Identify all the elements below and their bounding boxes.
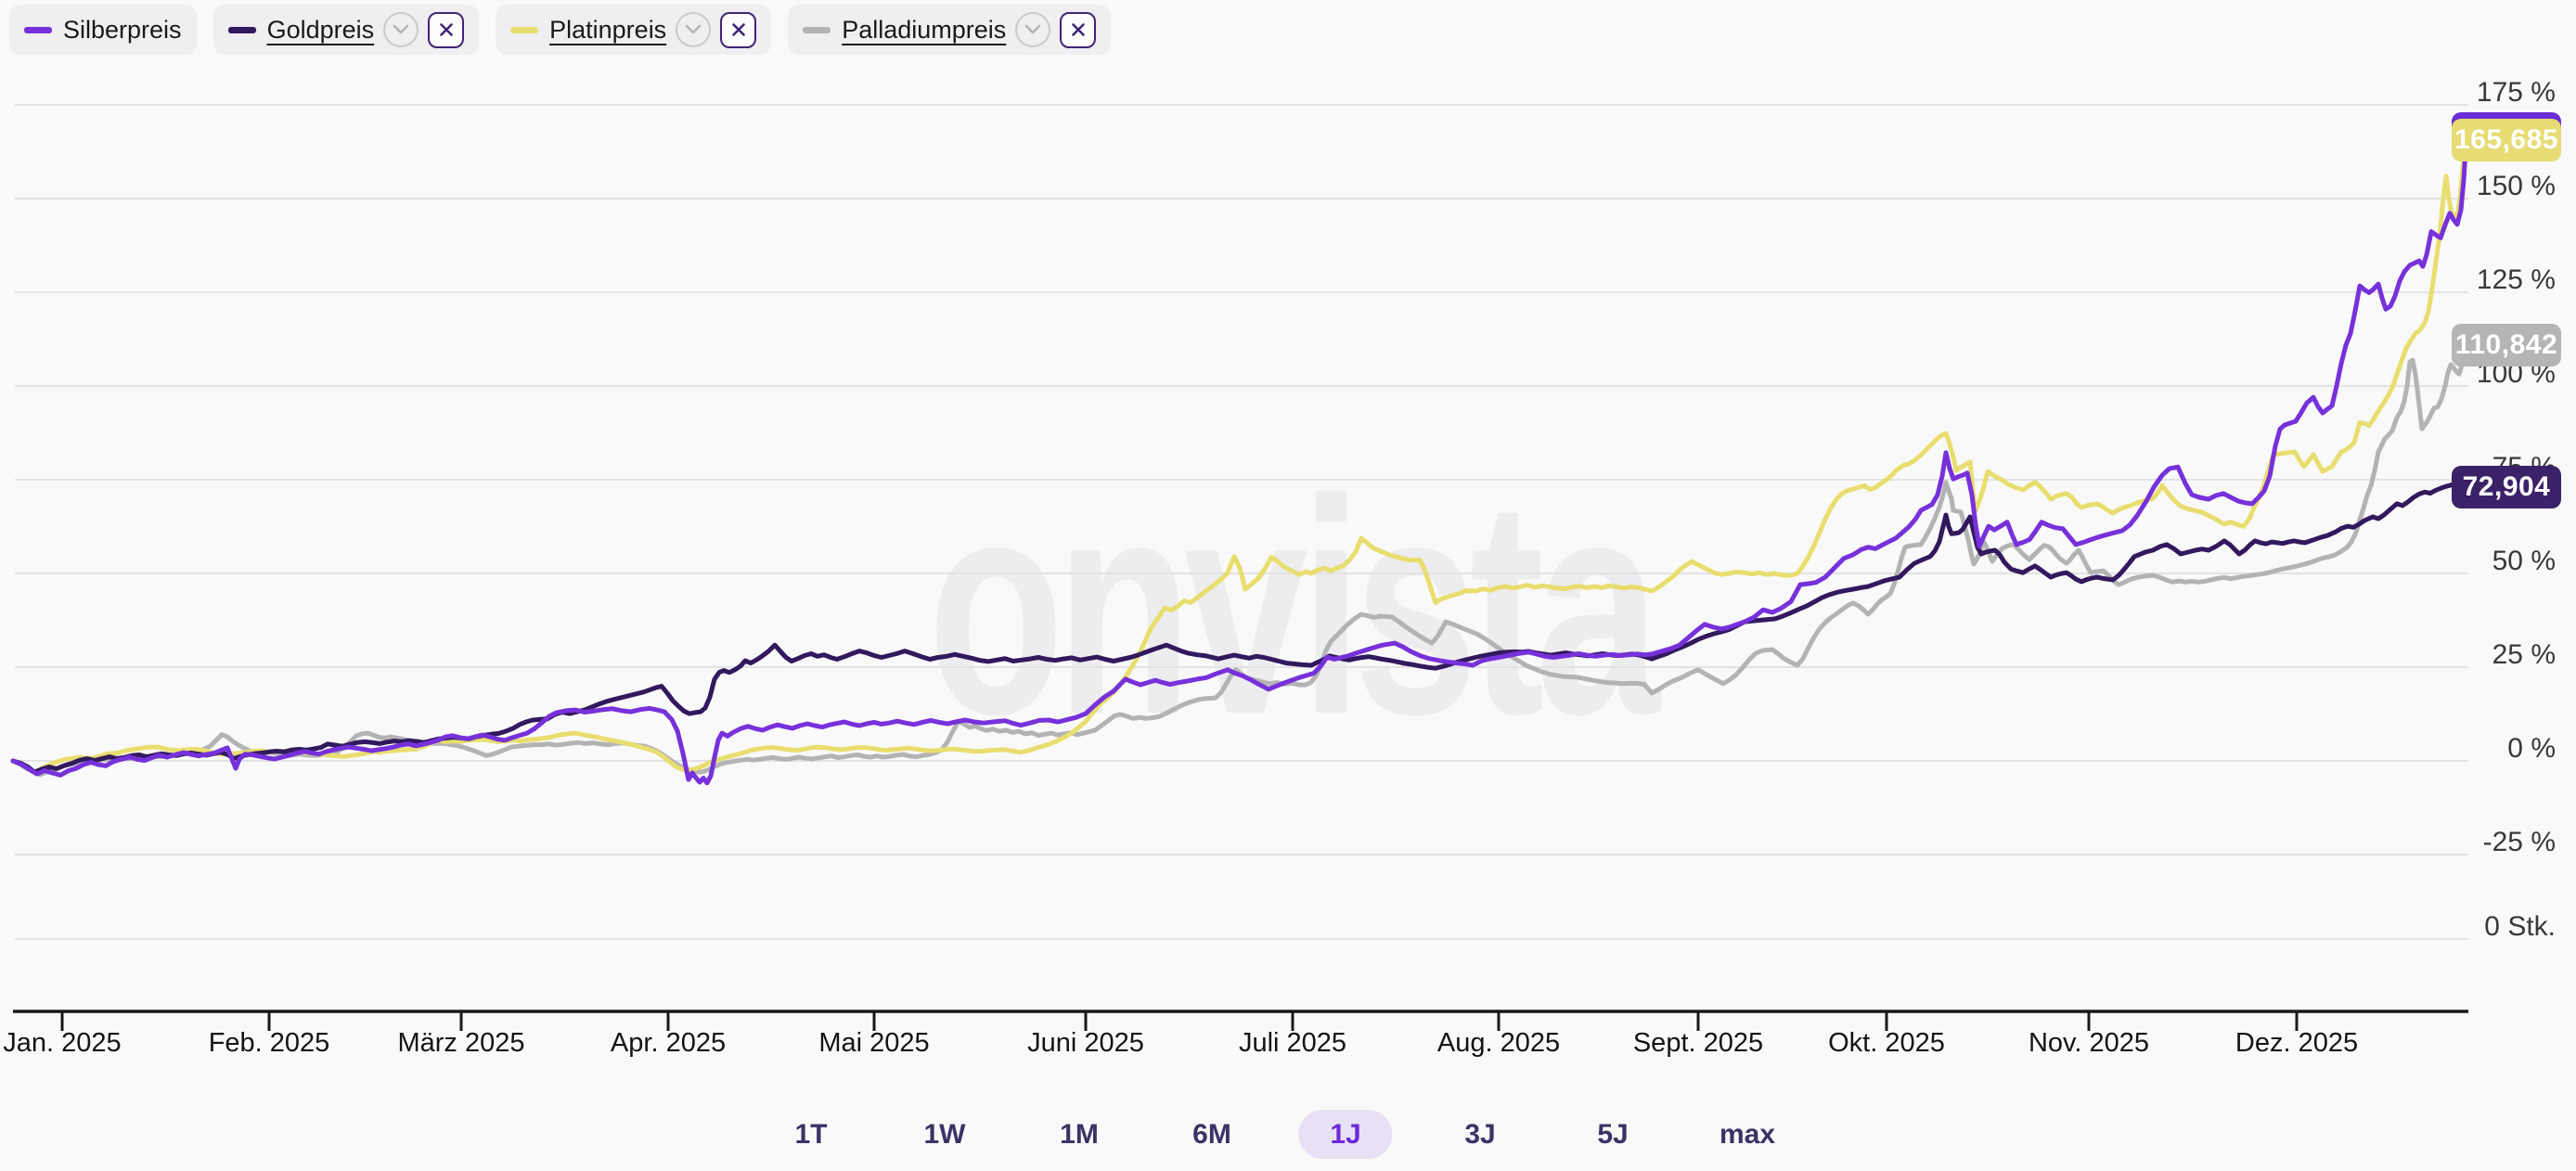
price-badge-palladiumpreis: 110,842 xyxy=(2452,324,2561,367)
y-axis-label: 50 % xyxy=(2492,546,2556,576)
series-color-dash-icon xyxy=(24,26,52,33)
x-axis-label: Juli 2025 xyxy=(1238,1028,1347,1058)
range-button-1m[interactable]: 1M xyxy=(1060,1119,1099,1150)
x-axis-label: Okt. 2025 xyxy=(1828,1028,1945,1058)
chevron-down-icon[interactable] xyxy=(383,12,419,47)
y-axis-label: 25 % xyxy=(2492,639,2556,670)
chart-legend: Silberpreis Goldpreis Platinpreis Palladium… xyxy=(9,5,1112,55)
remove-series-button[interactable] xyxy=(428,11,465,48)
legend-label[interactable]: Palladiumpreis xyxy=(842,15,1007,44)
chevron-down-icon[interactable] xyxy=(676,12,712,47)
series-color-dash-icon xyxy=(803,26,831,33)
x-axis-label: Jan. 2025 xyxy=(3,1028,122,1058)
series-line-platinpreis[interactable] xyxy=(10,137,2469,776)
x-axis-label: Mai 2025 xyxy=(818,1028,930,1058)
y-axis-label: 0 % xyxy=(2507,733,2556,764)
y-axis-label: -25 % xyxy=(2482,827,2556,857)
x-axis-label: Feb. 2025 xyxy=(208,1028,330,1058)
series-color-dash-icon xyxy=(227,26,256,33)
remove-series-button[interactable] xyxy=(1060,11,1097,48)
x-axis-label: Aug. 2025 xyxy=(1436,1028,1561,1058)
legend-label[interactable]: Goldpreis xyxy=(266,15,375,44)
chart-canvas[interactable]: onvista xyxy=(0,0,2576,1076)
range-button-1t[interactable]: 1T xyxy=(794,1119,828,1150)
range-selector: 1T 1W 1M 6M 1J 3J 5J max xyxy=(0,1110,2576,1165)
price-badge-platinpreis: 165,685 xyxy=(2452,118,2561,161)
legend-item-palladiumpreis[interactable]: Palladiumpreis xyxy=(788,5,1112,55)
legend-label[interactable]: Platinpreis xyxy=(549,15,667,44)
range-button-3j[interactable]: 3J xyxy=(1464,1119,1496,1150)
y-axis-label: 175 % xyxy=(2476,77,2556,108)
price-chart[interactable]: onvista 175 %150 %125 %100 %75 %50 %25 %… xyxy=(0,0,2576,1076)
series-line-silberpreis[interactable] xyxy=(10,131,2469,786)
x-axis-label: Juni 2025 xyxy=(1027,1028,1144,1058)
x-axis-label: Dez. 2025 xyxy=(2235,1028,2359,1058)
y-axis-label: 150 % xyxy=(2476,171,2556,201)
watermark: onvista xyxy=(928,435,1661,778)
legend-item-platinpreis[interactable]: Platinpreis xyxy=(496,5,772,55)
range-button-5j[interactable]: 5J xyxy=(1597,1119,1629,1150)
y-axis-label: 125 % xyxy=(2476,264,2556,295)
remove-series-button[interactable] xyxy=(720,11,757,48)
range-button-1j[interactable]: 1J xyxy=(1298,1110,1393,1159)
x-axis-label: Nov. 2025 xyxy=(2028,1028,2150,1058)
legend-label: Silberpreis xyxy=(63,15,182,44)
x-axis-label: März 2025 xyxy=(397,1028,525,1058)
series-line-palladiumpreis[interactable] xyxy=(10,342,2469,778)
chevron-down-icon[interactable] xyxy=(1015,12,1051,47)
range-button-1w[interactable]: 1W xyxy=(923,1119,966,1150)
price-badge-goldpreis: 72,904 xyxy=(2452,466,2561,509)
legend-item-silberpreis[interactable]: Silberpreis xyxy=(9,5,197,55)
volume-axis-label: 0 Stk. xyxy=(2484,911,2556,942)
series-color-dash-icon xyxy=(510,26,539,33)
x-axis-label: Apr. 2025 xyxy=(610,1028,727,1058)
range-button-max[interactable]: max xyxy=(1719,1119,1776,1150)
x-axis-label: Sept. 2025 xyxy=(1632,1028,1764,1058)
range-button-6m[interactable]: 6M xyxy=(1192,1119,1231,1150)
legend-item-goldpreis[interactable]: Goldpreis xyxy=(213,5,480,55)
